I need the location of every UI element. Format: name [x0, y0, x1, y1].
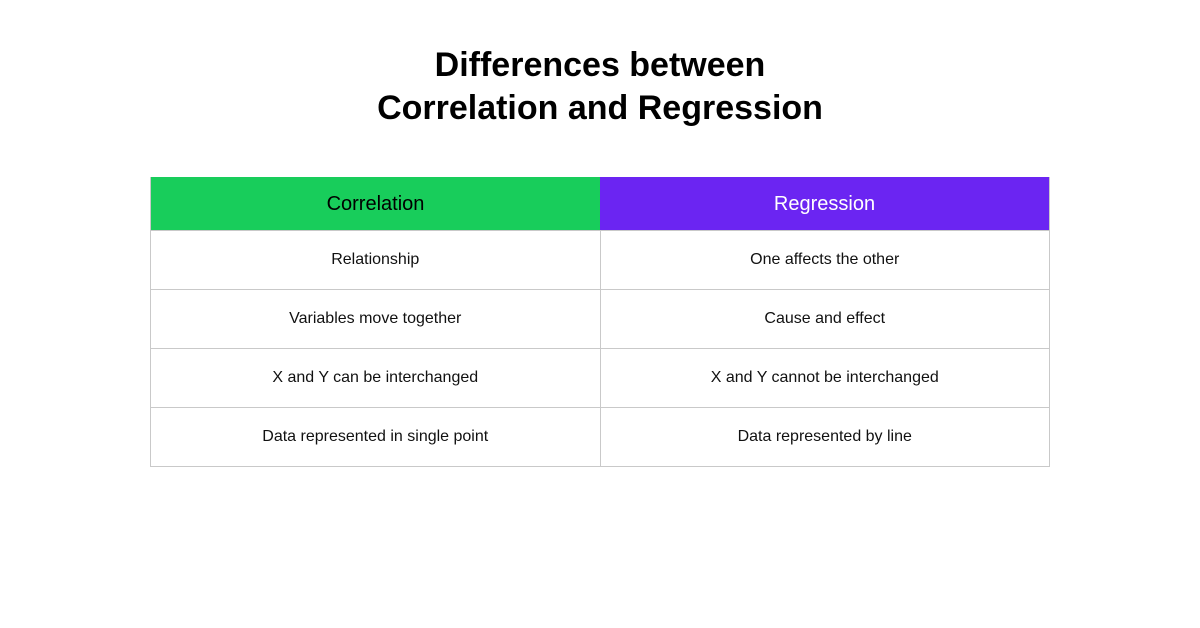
- page-title-line2: Correlation and Regression: [377, 87, 823, 130]
- comparison-table: Correlation Regression Relationship One …: [150, 177, 1050, 467]
- cell-regression: One affects the other: [600, 231, 1050, 289]
- table-row: X and Y can be interchanged X and Y cann…: [151, 348, 1049, 407]
- page-title-line1: Differences between: [377, 44, 823, 87]
- cell-regression: Cause and effect: [600, 290, 1050, 348]
- cell-correlation: Relationship: [151, 231, 600, 289]
- table-row: Data represented in single point Data re…: [151, 407, 1049, 466]
- table-row: Variables move together Cause and effect: [151, 289, 1049, 348]
- cell-correlation: X and Y can be interchanged: [151, 349, 600, 407]
- table-header-row: Correlation Regression: [151, 177, 1049, 230]
- cell-regression: Data represented by line: [600, 408, 1050, 466]
- cell-correlation: Data represented in single point: [151, 408, 600, 466]
- cell-correlation: Variables move together: [151, 290, 600, 348]
- cell-regression: X and Y cannot be interchanged: [600, 349, 1050, 407]
- column-header-regression: Regression: [600, 177, 1049, 230]
- column-header-correlation: Correlation: [151, 177, 600, 230]
- table-row: Relationship One affects the other: [151, 230, 1049, 289]
- page-title: Differences between Correlation and Regr…: [377, 44, 823, 129]
